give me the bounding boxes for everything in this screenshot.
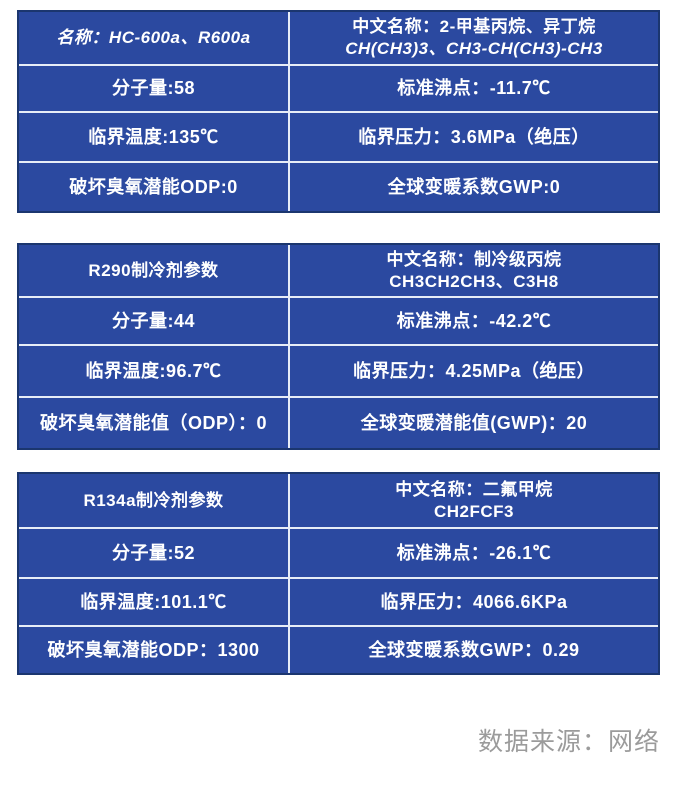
critical-temperature-cell: 临界温度:101.1℃ (19, 579, 288, 625)
chinese-name-cell: 中文名称：制冷级丙烷 CH3CH2CH3、C3H8 (290, 245, 658, 296)
critical-temperature-cell: 临界温度:96.7℃ (19, 346, 288, 396)
gwp-cell: 全球变暖系数GWP：0.29 (290, 627, 658, 673)
odp-cell: 破坏臭氧潜能ODP:0 (19, 163, 288, 211)
formula-line: CH(CH3)3、CH3-CH(CH3)-CH3 (345, 39, 603, 58)
boiling-point-cell: 标准沸点：-42.2℃ (290, 298, 658, 344)
refrigerant-table-r134a: R134a制冷剂参数 中文名称：二氟甲烷 CH2FCF3 分子量:52 标准沸点… (17, 472, 660, 675)
refrigerant-table-r290: R290制冷剂参数 中文名称：制冷级丙烷 CH3CH2CH3、C3H8 分子量:… (17, 243, 660, 450)
critical-pressure-cell: 临界压力：4.25MPa（绝压） (290, 346, 658, 396)
gwp-cell: 全球变暖系数GWP:0 (290, 163, 658, 211)
odp-cell: 破坏臭氧潜能ODP：1300 (19, 627, 288, 673)
gwp-cell: 全球变暖潜能值(GWP)：20 (290, 398, 658, 448)
refrigerant-table-r600a: 名称：HC-600a、R600a 中文名称：2-甲基丙烷、异丁烷 CH(CH3)… (17, 10, 660, 213)
chinese-name-line: 中文名称：二氟甲烷 (395, 479, 553, 499)
boiling-point-cell: 标准沸点：-11.7℃ (290, 66, 658, 111)
formula-line: CH2FCF3 (433, 501, 514, 521)
name-cell: R290制冷剂参数 (19, 245, 288, 296)
molecular-weight-cell: 分子量:44 (19, 298, 288, 344)
data-source-label: 数据来源：网络 (477, 728, 660, 756)
molecular-weight-cell: 分子量:52 (19, 529, 288, 577)
name-cell: 名称：HC-600a、R600a (19, 12, 288, 64)
critical-temperature-cell: 临界温度:135℃ (19, 113, 288, 161)
boiling-point-cell: 标准沸点：-26.1℃ (290, 529, 658, 577)
chinese-name-cell: 中文名称：2-甲基丙烷、异丁烷 CH(CH3)3、CH3-CH(CH3)-CH3 (290, 12, 658, 64)
name-cell: R134a制冷剂参数 (19, 474, 288, 527)
molecular-weight-cell: 分子量:58 (19, 66, 288, 111)
chinese-name-line: 中文名称：2-甲基丙烷、异丁烷 (352, 17, 596, 36)
critical-pressure-cell: 临界压力：4066.6KPa (290, 579, 658, 625)
chinese-name-cell: 中文名称：二氟甲烷 CH2FCF3 (290, 474, 658, 527)
odp-cell: 破坏臭氧潜能值（ODP）：0 (19, 398, 288, 448)
critical-pressure-cell: 临界压力：3.6MPa（绝压） (290, 113, 658, 161)
chinese-name-line: 中文名称：制冷级丙烷 (386, 249, 562, 269)
formula-line: CH3CH2CH3、C3H8 (389, 271, 559, 291)
